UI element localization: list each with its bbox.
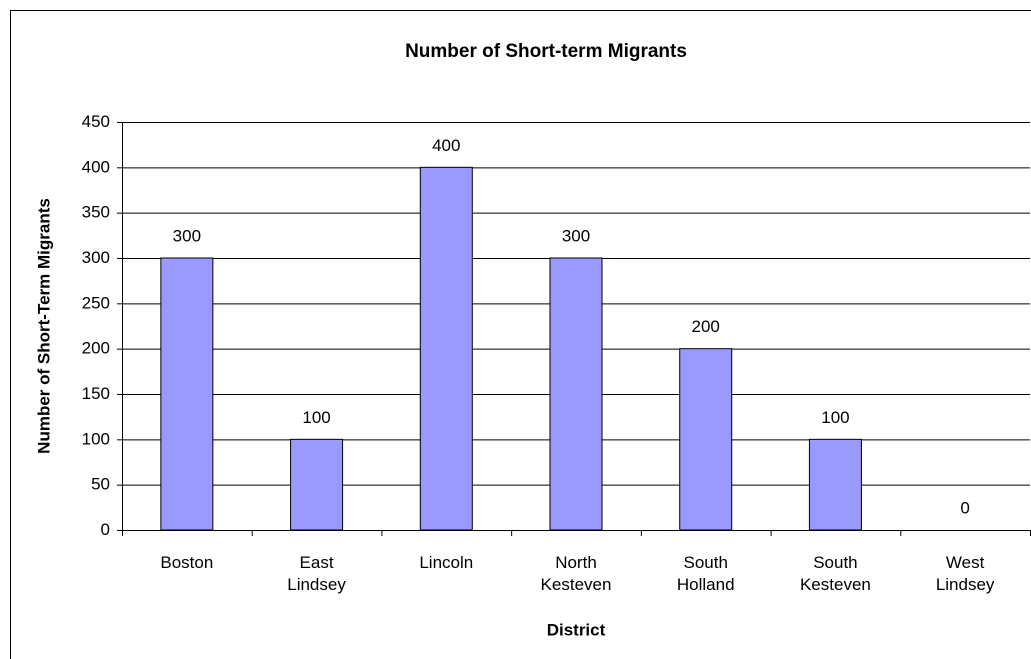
- y-axis-title: Number of Short-Term Migrants: [34, 198, 53, 454]
- x-tick-label: Lincoln: [419, 553, 474, 572]
- x-tick-label: East Lindsey: [287, 553, 346, 594]
- bar: [290, 438, 344, 531]
- bar: [549, 257, 603, 531]
- y-tick-label: 100: [82, 429, 110, 448]
- x-axis-title: District: [547, 620, 606, 639]
- x-tick-label: Boston: [160, 553, 214, 572]
- x-tick-label: South Kesteven: [799, 553, 871, 594]
- y-tick-label: 0: [101, 520, 110, 539]
- y-tick-label: 300: [82, 248, 110, 267]
- data-label: 300: [173, 226, 201, 245]
- data-label: 0: [960, 498, 969, 517]
- x-tick-label: South Holland: [676, 553, 735, 594]
- y-tick-label: 150: [82, 384, 110, 403]
- y-tick-label: 200: [82, 339, 110, 358]
- data-label: 200: [692, 317, 720, 336]
- y-tick-label: 50: [91, 475, 110, 494]
- bar: [679, 348, 733, 531]
- data-label: 400: [432, 136, 460, 155]
- bar: [419, 166, 473, 531]
- chart-title: Number of Short-term Migrants: [405, 41, 687, 62]
- y-tick-label: 350: [82, 203, 110, 222]
- data-label: 100: [821, 408, 849, 427]
- bar: [808, 438, 862, 531]
- x-tick-label: North Kesteven: [540, 553, 612, 594]
- y-tick-label: 450: [82, 112, 110, 131]
- x-tick-label: West Lindsey: [935, 553, 995, 594]
- data-label: 300: [562, 226, 590, 245]
- bar: [160, 257, 214, 531]
- y-tick-label: 250: [82, 293, 110, 312]
- y-tick-label: 400: [82, 157, 110, 176]
- data-label: 100: [302, 408, 330, 427]
